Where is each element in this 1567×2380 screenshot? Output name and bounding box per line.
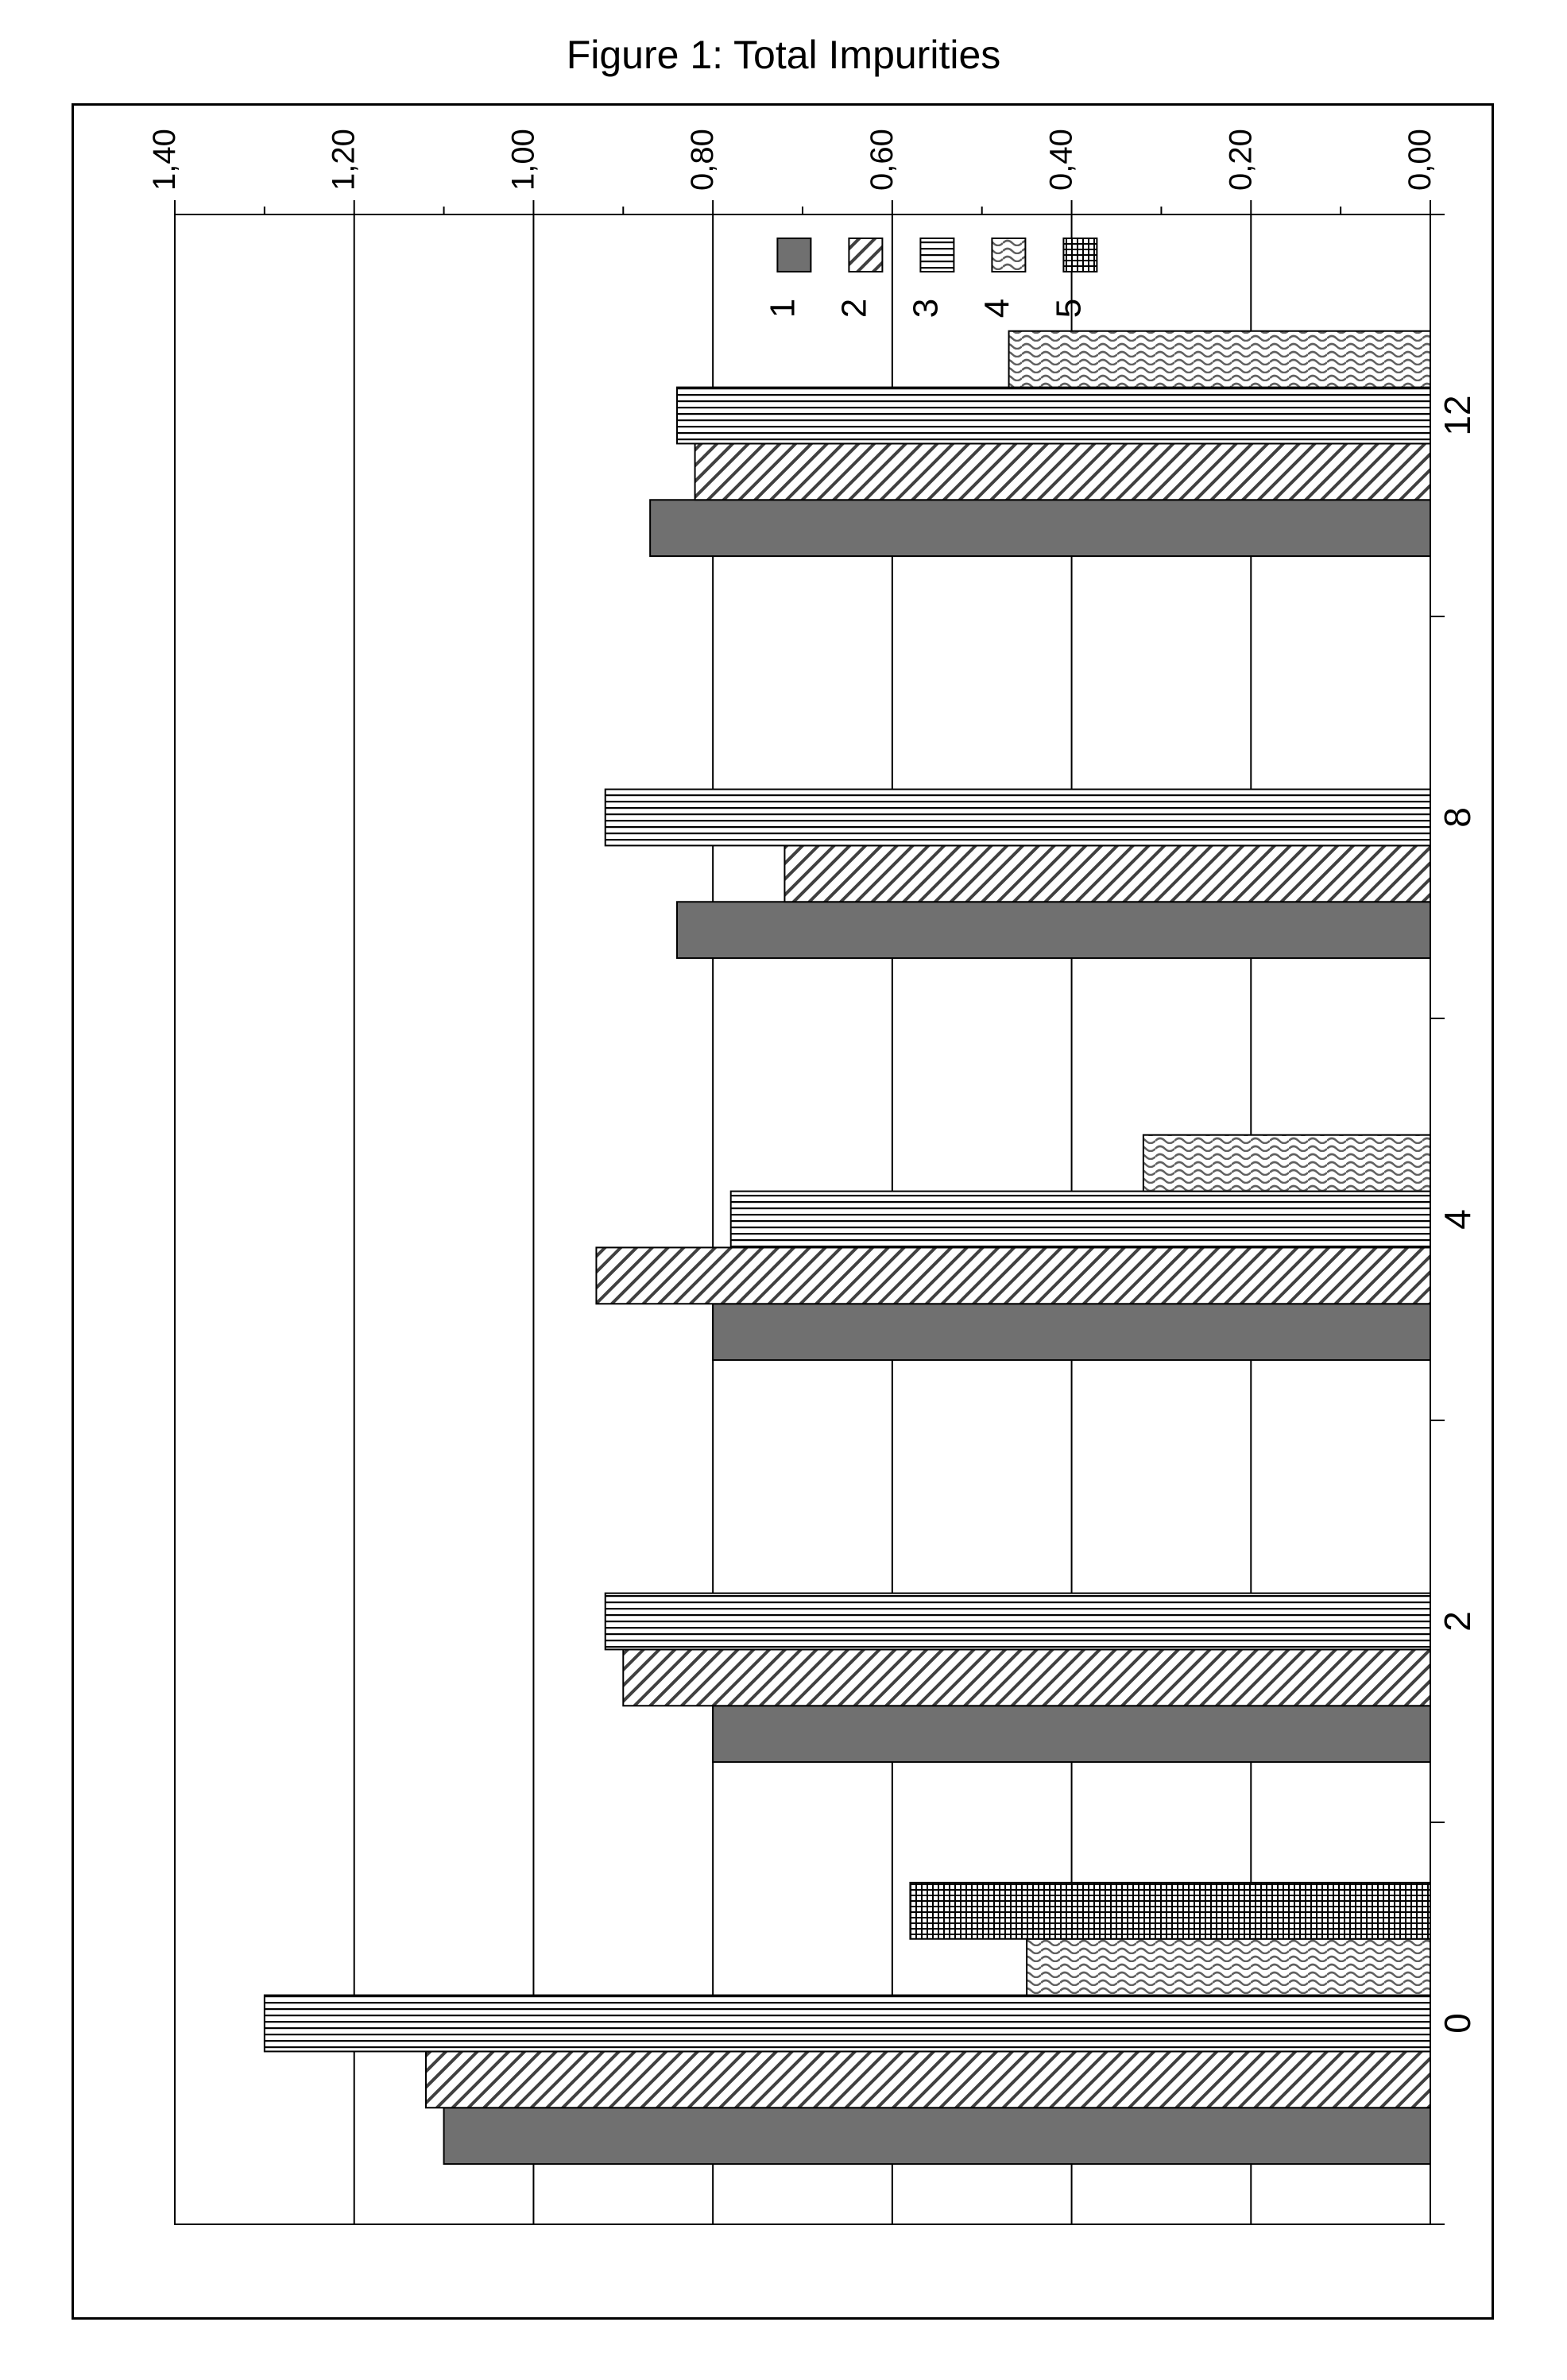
category-axis-label: 8 <box>1437 807 1478 828</box>
legend-label: 4 <box>977 299 1016 318</box>
bar <box>265 1996 1430 2052</box>
bar <box>623 1649 1430 1706</box>
legend-label: 3 <box>906 299 945 318</box>
category-axis-label: 0 <box>1437 2013 1478 2034</box>
bar <box>784 845 1430 902</box>
bar <box>444 2108 1430 2164</box>
bar <box>677 902 1430 958</box>
page: Figure 1: Total Impurities 0,00 0,20 0,40 0… <box>0 0 1567 2380</box>
bar <box>1027 1939 1430 1996</box>
chart-svg: 0,000,200,400,600,801,001,201,4002481212… <box>87 127 1478 2296</box>
value-axis-label: 0,60 <box>865 129 900 191</box>
value-axis-label: 0,20 <box>1223 129 1258 191</box>
value-axis-label: 1,40 <box>147 129 182 191</box>
value-axis-label: 0,80 <box>685 129 720 191</box>
legend-swatch <box>849 238 882 272</box>
bar <box>426 2051 1430 2108</box>
chart-container: 0,000,200,400,600,801,001,201,4002481212… <box>87 127 1478 2296</box>
category-axis-label: 2 <box>1437 1611 1478 1632</box>
bar <box>606 790 1430 846</box>
legend-label: 2 <box>834 299 873 318</box>
bar <box>695 443 1430 500</box>
bar <box>713 1304 1430 1360</box>
bar <box>910 1883 1430 1939</box>
bar <box>606 1594 1430 1650</box>
bar <box>1009 331 1430 388</box>
bar <box>1143 1135 1430 1192</box>
bar <box>731 1192 1430 1248</box>
bar <box>596 1247 1430 1304</box>
value-axis-label: 0,00 <box>1403 129 1437 191</box>
category-axis-label: 12 <box>1437 395 1478 435</box>
legend-swatch <box>992 238 1025 272</box>
figure-title: Figure 1: Total Impurities <box>0 32 1567 78</box>
value-axis-label: 1,20 <box>327 129 362 191</box>
value-axis-label: 1,00 <box>505 129 540 191</box>
legend-label: 5 <box>1049 299 1088 318</box>
legend-swatch <box>920 238 954 272</box>
bar <box>713 1706 1430 1762</box>
legend-label: 1 <box>763 299 802 318</box>
legend-swatch <box>1063 238 1097 272</box>
value-axis-label: 0,40 <box>1044 129 1079 191</box>
bar <box>650 500 1430 556</box>
category-axis-label: 4 <box>1437 1209 1478 1230</box>
legend-swatch <box>777 238 811 272</box>
bar <box>677 388 1430 444</box>
